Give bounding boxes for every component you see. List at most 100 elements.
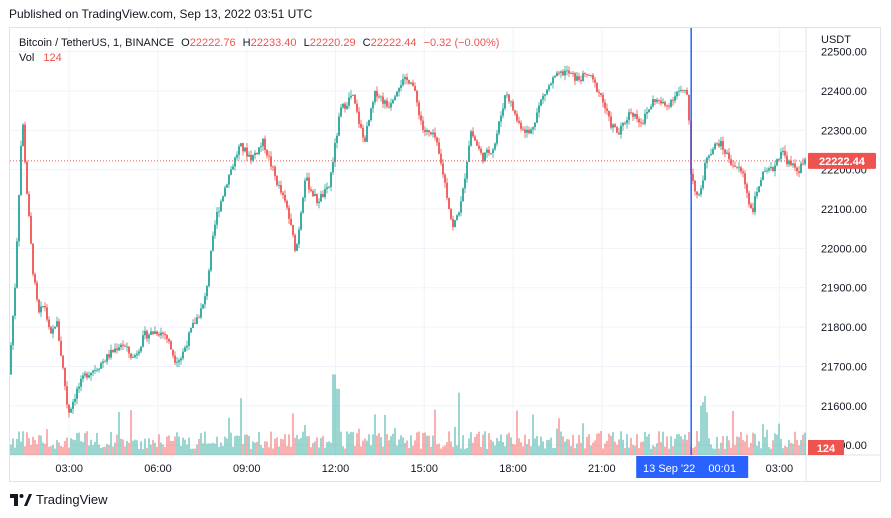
- candle-body: [748, 192, 750, 205]
- candle-body: [796, 167, 798, 172]
- candle-body: [766, 170, 768, 172]
- candle-body: [176, 362, 178, 363]
- candle-body: [132, 357, 134, 359]
- candle-body: [472, 131, 474, 137]
- last-volume-tag: [808, 440, 844, 455]
- volume-bar: [646, 436, 648, 455]
- volume-bar: [52, 444, 54, 455]
- volume-bar: [62, 447, 64, 455]
- volume-bar: [50, 446, 52, 455]
- candle-body: [606, 108, 608, 111]
- x-tick-label: 03:00: [55, 463, 83, 475]
- volume-bar: [12, 438, 14, 455]
- candle-body: [90, 372, 92, 376]
- volume-bar: [424, 432, 426, 455]
- candle-body: [272, 166, 274, 168]
- volume-bar: [604, 443, 606, 455]
- candle-body: [546, 89, 548, 95]
- volume-bar: [88, 445, 90, 455]
- volume-bar: [558, 418, 560, 455]
- volume-bar: [664, 446, 666, 455]
- volume-bar: [760, 448, 762, 455]
- volume-bar: [254, 442, 256, 455]
- volume-bar: [130, 410, 132, 455]
- volume-bar: [660, 442, 662, 455]
- candle-body: [422, 120, 424, 130]
- candle-body: [324, 188, 326, 198]
- volume-bar: [372, 434, 374, 455]
- candle-body: [626, 120, 628, 124]
- candle-body: [502, 108, 504, 116]
- candle-body: [684, 90, 686, 91]
- volume-bar: [350, 431, 352, 455]
- candle-body: [234, 157, 236, 167]
- volume-bar: [260, 445, 262, 455]
- candle-body: [534, 122, 536, 128]
- candle-body: [708, 155, 710, 158]
- volume-bar: [530, 446, 532, 455]
- volume-bar: [422, 433, 424, 455]
- volume-bar: [294, 437, 296, 455]
- candle-body: [106, 354, 108, 362]
- volume-bar: [162, 444, 164, 455]
- candle-body: [738, 167, 740, 169]
- tradingview-logo-icon: [10, 493, 32, 506]
- candle-body: [642, 123, 644, 124]
- volume-bar: [702, 402, 704, 455]
- volume-bar: [548, 439, 550, 455]
- candle-body: [48, 319, 50, 328]
- volume-bar: [700, 405, 702, 455]
- candle-body: [522, 128, 524, 130]
- volume-bar: [666, 436, 668, 455]
- candle-body: [36, 282, 38, 300]
- candle-body: [226, 184, 228, 188]
- volume-bar: [318, 447, 320, 455]
- candle-body: [572, 73, 574, 74]
- candle-body: [282, 192, 284, 196]
- volume-bar: [344, 448, 346, 455]
- volume-bar: [236, 435, 238, 455]
- volume-bar: [58, 442, 60, 455]
- volume-bar: [430, 446, 432, 455]
- volume-bar: [148, 438, 150, 455]
- candle-body: [680, 89, 682, 91]
- candle-body: [296, 244, 298, 251]
- candle-body: [40, 306, 42, 313]
- candle-body: [476, 140, 478, 146]
- candle-body: [500, 115, 502, 122]
- volume-bar: [540, 436, 542, 455]
- open-value: 22222.76: [189, 37, 236, 49]
- candle-body: [260, 146, 262, 148]
- candle-body: [464, 178, 466, 189]
- low-value: 22220.29: [309, 37, 356, 49]
- volume-bar: [186, 444, 188, 455]
- candle-body: [654, 99, 656, 102]
- candle-body: [396, 91, 398, 97]
- candle-body: [352, 94, 354, 96]
- volume-bar: [90, 439, 92, 455]
- candle-body: [190, 328, 192, 333]
- volume-bar: [788, 439, 790, 455]
- volume-bar: [352, 432, 354, 455]
- chart-frame[interactable]: [9, 27, 881, 482]
- volume-bar: [576, 443, 578, 455]
- volume-bar: [764, 437, 766, 455]
- volume-bar: [232, 446, 234, 455]
- candle-body: [478, 145, 480, 149]
- candle-body: [382, 96, 384, 104]
- volume-bar: [470, 432, 472, 455]
- tradingview-brand[interactable]: TradingView: [10, 492, 108, 507]
- volume-bar: [564, 441, 566, 455]
- volume-label: Vol: [19, 52, 35, 64]
- volume-bar: [158, 434, 160, 455]
- candle-body: [582, 73, 584, 82]
- volume-bar: [750, 442, 752, 455]
- candle-body: [202, 304, 204, 309]
- candle-body: [790, 160, 792, 166]
- candle-body: [336, 135, 338, 143]
- candle-body: [600, 93, 602, 95]
- y-tick-label: 21700.00: [821, 361, 867, 373]
- volume-bar: [298, 439, 300, 455]
- candle-body: [358, 111, 360, 124]
